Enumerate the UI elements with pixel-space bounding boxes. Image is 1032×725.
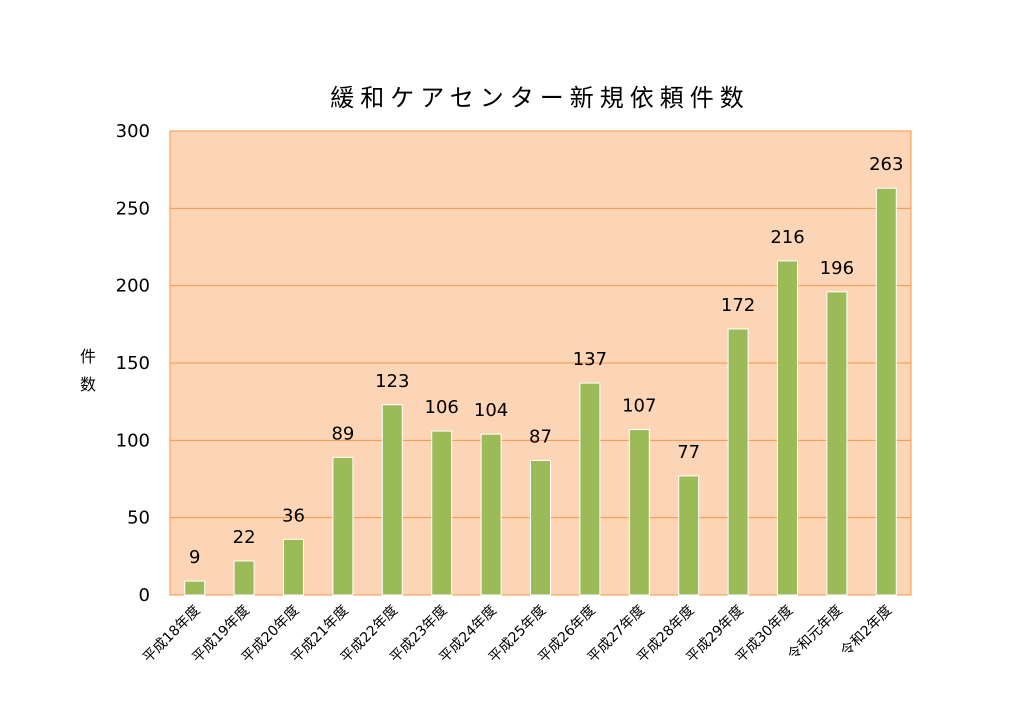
bars	[184, 187, 897, 596]
data-label: 172	[721, 295, 755, 316]
y-axis-label-1: 件	[80, 347, 96, 366]
y-axis-ticks: 0 50 100 150 200 250 300	[116, 121, 150, 606]
y-tick-label: 300	[116, 121, 150, 142]
x-axis-labels: 平成18年度平成19年度平成20年度平成21年度平成22年度平成23年度平成24…	[140, 603, 895, 667]
data-label: 263	[869, 154, 903, 175]
y-tick-label: 100	[116, 430, 150, 451]
bar	[530, 459, 551, 596]
bar	[332, 456, 354, 596]
bar	[480, 433, 502, 596]
data-label: 9	[189, 547, 200, 568]
y-tick-label: 150	[116, 353, 150, 374]
data-label: 89	[331, 423, 354, 444]
bar	[777, 260, 798, 596]
data-label: 196	[820, 258, 854, 279]
data-label: 87	[529, 426, 552, 447]
bar	[233, 560, 255, 596]
data-label: 22	[233, 527, 256, 548]
bar	[628, 429, 650, 596]
x-tick-label: 令和2年度	[838, 603, 895, 660]
y-tick-label: 200	[116, 276, 150, 297]
data-label: 106	[425, 397, 459, 418]
data-label: 123	[375, 371, 409, 392]
bar	[184, 580, 206, 596]
data-label: 137	[573, 349, 607, 370]
bar	[875, 187, 897, 596]
y-tick-label: 0	[139, 585, 150, 606]
bar	[579, 382, 601, 596]
y-tick-label: 250	[116, 198, 150, 219]
y-axis-label-2: 数	[80, 375, 96, 394]
bar	[727, 328, 749, 596]
bar	[431, 430, 453, 596]
chart-title: 緩和ケアセンター新規依頼件数	[330, 84, 750, 112]
data-labels: 9 22 36 89 123 106 104 87 137 107 77 172 216 196 263	[189, 154, 904, 568]
data-label: 104	[474, 400, 508, 421]
data-label: 36	[282, 505, 305, 526]
data-label: 216	[770, 227, 804, 248]
data-label: 77	[677, 442, 700, 463]
bar	[283, 538, 304, 596]
bar	[381, 404, 403, 596]
y-tick-label: 50	[127, 508, 150, 529]
bar	[826, 291, 848, 596]
data-label: 107	[622, 396, 656, 417]
bar	[678, 475, 700, 596]
